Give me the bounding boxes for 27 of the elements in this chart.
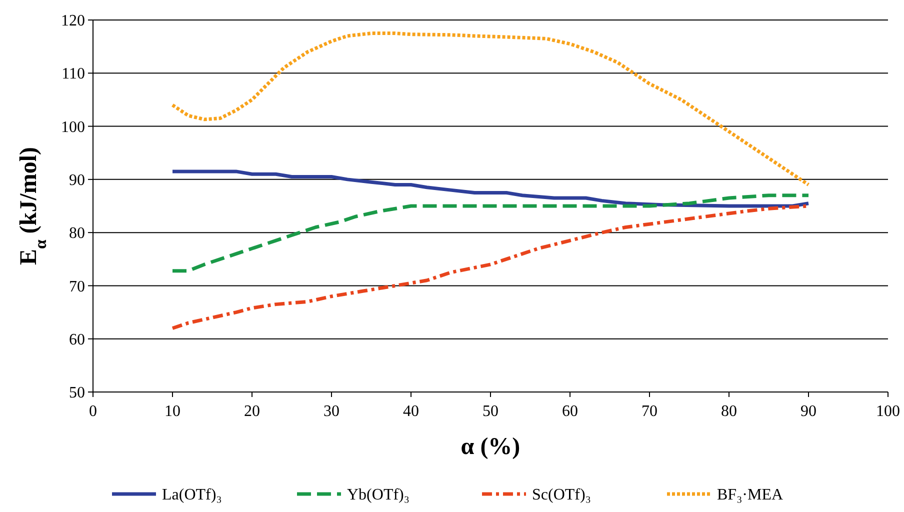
legend-label: Sc(OTf)₃	[532, 486, 591, 504]
y-tick-label: 80	[69, 225, 85, 242]
x-tick-label: 10	[164, 403, 180, 420]
y-tick-label: 60	[69, 331, 85, 348]
x-tick-label: 50	[482, 403, 498, 420]
x-tick-label: 0	[89, 403, 97, 420]
y-tick-label: 90	[69, 172, 85, 190]
x-tick-label: 80	[721, 403, 737, 420]
legend-label: BF₃·MEA	[717, 486, 784, 504]
y-tick-label: 100	[61, 118, 85, 136]
x-tick-label: 90	[800, 403, 816, 420]
line-series	[170, 194, 810, 273]
x-tick-label: 20	[244, 403, 260, 420]
legend-label: La(OTf)₃	[162, 486, 222, 504]
x-tick-label: 60	[562, 403, 578, 420]
line-series	[170, 170, 810, 208]
x-tick-label: 70	[642, 403, 658, 420]
y-tick-label: 50	[69, 384, 85, 402]
x-tick-label: 100	[876, 403, 900, 420]
y-tick-label: 70	[69, 278, 85, 296]
x-axis-title: α (%)	[460, 434, 520, 460]
x-tick-label: 40	[403, 403, 419, 420]
y-tick-label: 120	[61, 12, 85, 30]
legend-label: Yb(OTf)₃	[347, 486, 410, 504]
line-series	[170, 32, 810, 186]
x-tick-label: 30	[324, 403, 340, 420]
y-tick-label: 110	[62, 66, 85, 83]
